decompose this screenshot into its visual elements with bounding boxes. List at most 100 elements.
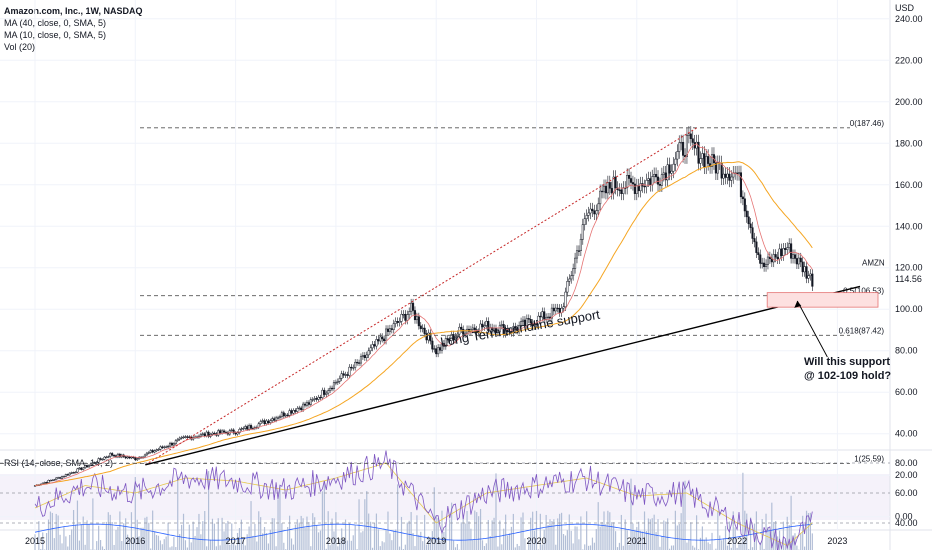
candle-body — [682, 141, 685, 156]
candle-body — [618, 189, 621, 191]
legend-ma10[interactable]: MA (10, close, 0, SMA, 5) — [4, 30, 107, 40]
volume-bar — [651, 518, 653, 550]
candle-body — [176, 439, 179, 441]
candle-body — [211, 432, 214, 435]
candle-body — [186, 436, 189, 438]
candle-body — [163, 446, 166, 448]
candle-body — [558, 308, 561, 314]
candle-body — [410, 302, 413, 312]
candle-body — [676, 151, 679, 160]
volume-bar — [321, 491, 323, 550]
candle-body — [205, 431, 208, 437]
volume-bar — [578, 539, 580, 550]
candle-body — [759, 254, 762, 264]
candle-body — [217, 430, 220, 436]
volume-bar — [370, 521, 372, 550]
volume-bar — [641, 531, 644, 550]
candle-body — [656, 176, 660, 185]
volume-bar — [431, 531, 433, 550]
volume-bar — [456, 544, 459, 550]
volume-bar — [140, 527, 142, 550]
candle-body — [556, 307, 559, 310]
volume-bar — [45, 533, 48, 550]
candle-body — [408, 311, 411, 315]
candle-body — [415, 316, 418, 321]
x-tick-label: 2023 — [827, 536, 847, 546]
candle-body — [577, 250, 580, 252]
volume-bar — [300, 515, 302, 550]
candle-body — [290, 410, 293, 414]
candle-body — [774, 254, 777, 258]
volume-bar — [680, 513, 682, 550]
volume-bar — [304, 527, 306, 550]
candle-body — [392, 323, 395, 330]
volume-bar — [738, 544, 740, 550]
candle-body — [371, 344, 374, 349]
volume-bar — [165, 536, 167, 550]
volume-bar — [599, 526, 601, 550]
candle-body — [778, 248, 781, 260]
volume-bar — [481, 540, 484, 550]
volume-bar — [242, 538, 244, 550]
annotations: 0(187.46) 0.5(106.53) 0.618(87.42) 1(25.59)… — [0, 119, 931, 466]
volume-bar — [468, 521, 470, 550]
volume-bar — [601, 521, 603, 550]
candle-body — [668, 164, 671, 174]
volume-bar — [387, 511, 389, 550]
candle-body — [74, 471, 77, 474]
volume-bar — [759, 542, 761, 550]
y-tick-label: 140.00 — [895, 221, 923, 231]
candle-body — [269, 420, 272, 423]
volume-bar — [377, 529, 379, 550]
volume-bar — [751, 547, 754, 550]
candle-body — [527, 318, 530, 320]
volume-bar — [310, 546, 312, 550]
candle-body — [199, 434, 202, 437]
candle-body — [232, 429, 235, 434]
volume-bar — [371, 547, 374, 550]
volume-bar — [479, 508, 482, 550]
volume-bar — [138, 536, 140, 550]
volume-bar — [267, 543, 269, 550]
legend-ma40[interactable]: MA (40, close, 0, SMA, 5) — [4, 18, 107, 28]
candle-body — [311, 399, 314, 401]
candle-body — [62, 476, 65, 478]
volume-bar — [256, 541, 258, 550]
candle-body — [672, 163, 675, 172]
volume-bar — [564, 535, 567, 550]
candle-body — [365, 354, 368, 359]
volume-bar — [117, 526, 119, 550]
volume-bar — [263, 527, 266, 550]
volume-bar — [420, 531, 422, 550]
volume-bar — [364, 499, 366, 550]
volume-bar — [177, 476, 179, 550]
candle-body — [157, 449, 160, 451]
volume-bar — [400, 516, 403, 550]
rsi-tick-label: 40.00 — [895, 518, 918, 528]
volume-bar — [435, 516, 437, 550]
volume-bar — [454, 547, 457, 550]
volume-bar — [383, 542, 385, 550]
candle-body — [82, 467, 85, 470]
volume-bar — [337, 546, 339, 550]
volume-bar — [472, 540, 474, 550]
volume-bar — [196, 527, 198, 550]
candle-body — [76, 468, 79, 473]
candle-body — [278, 416, 282, 419]
y-tick-label: 160.00 — [895, 180, 923, 190]
candle-body — [43, 482, 46, 484]
rsi-signal-line — [34, 462, 813, 546]
candle-body — [348, 366, 351, 376]
rsi-tick-label: 60.00 — [895, 488, 918, 498]
legend-volume[interactable]: Vol (20) — [4, 42, 36, 52]
candle-body — [757, 252, 760, 256]
volume-bar — [240, 519, 242, 550]
candle-body — [68, 472, 71, 476]
volume-bar — [99, 540, 102, 550]
candle-body — [332, 382, 336, 389]
candle-body — [550, 307, 553, 319]
rsi-legend[interactable]: RSI (14, close, SMA, 14, 2) — [4, 458, 114, 468]
volume-bar — [746, 513, 748, 550]
volume-bar — [339, 538, 341, 550]
